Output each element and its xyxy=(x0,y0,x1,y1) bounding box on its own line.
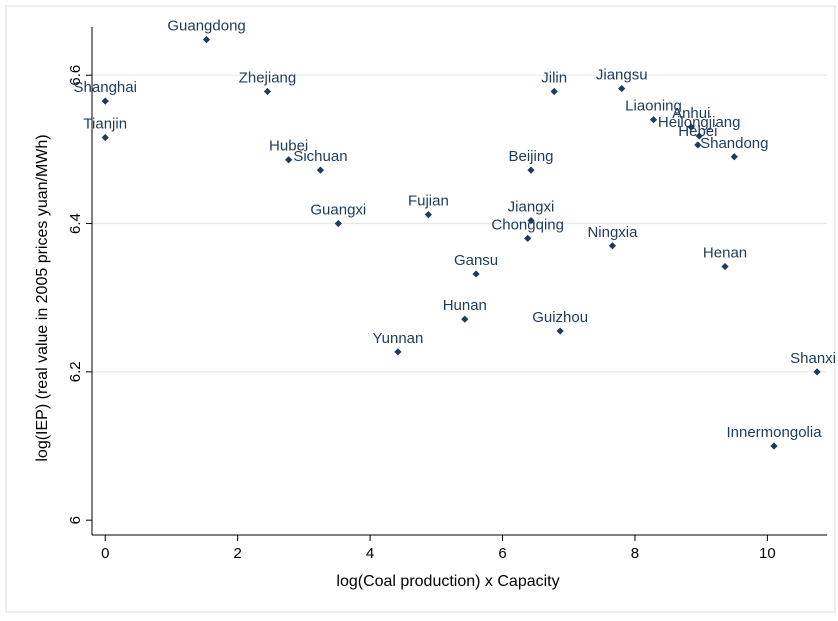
scatter-point xyxy=(101,97,109,105)
scatter-point xyxy=(101,133,109,142)
point-label: Fujian xyxy=(408,193,449,210)
point-label: Shanxi xyxy=(790,350,836,367)
scatter-point xyxy=(608,242,617,250)
point-label: Jilin xyxy=(541,70,567,87)
point-label: Shanghai xyxy=(74,79,137,96)
x-tick-label: 6 xyxy=(498,545,506,562)
scatter-point xyxy=(694,141,702,149)
point-label: Hubei xyxy=(269,138,308,155)
x-axis-title: log(Coal production) x Capacity xyxy=(336,573,559,590)
point-label: Shandong xyxy=(700,135,768,152)
point-label: Guizhou xyxy=(532,309,588,326)
tick-marks: 6 6.2 6.4 6.6 0 2 4 6 8 10 xyxy=(67,65,776,562)
scatter-point xyxy=(524,234,532,242)
y-tick-label: 6.6 xyxy=(67,65,84,86)
point-label: Yunnan xyxy=(372,330,423,347)
x-tick-label: 4 xyxy=(366,545,374,562)
point-label: Zhejiang xyxy=(239,70,297,87)
scatter-point xyxy=(461,315,469,323)
point-label: Jiangxi xyxy=(508,199,555,216)
scatter-point xyxy=(285,156,293,164)
scatter-point xyxy=(527,216,535,225)
scatter-point xyxy=(687,123,695,131)
point-label: Liaoning xyxy=(625,98,682,115)
scatter-point xyxy=(813,368,821,376)
chart-frame xyxy=(5,5,836,613)
point-label: Henan xyxy=(703,245,747,262)
y-axis-title: log(IEP) (real value in 2005 prices yuan… xyxy=(34,134,51,461)
x-tick-label: 2 xyxy=(234,545,242,562)
axes xyxy=(91,27,827,536)
scatter-point xyxy=(527,166,535,174)
scatter-point xyxy=(394,348,402,356)
scatter-point xyxy=(334,219,342,228)
scatter-point xyxy=(556,327,564,335)
y-tick-label: 6.4 xyxy=(67,213,84,234)
x-tick-label: 10 xyxy=(759,545,776,562)
scatter-point xyxy=(263,87,272,96)
scatter-point xyxy=(316,166,325,174)
scatter-point xyxy=(202,36,211,44)
grid-lines xyxy=(92,74,827,373)
point-label: Heilongjiang xyxy=(658,114,741,131)
scatter-point xyxy=(770,442,778,450)
scatter-point xyxy=(730,153,738,161)
y-tick-label: 6.2 xyxy=(67,361,84,382)
x-tick-label: 8 xyxy=(631,545,639,562)
x-tick-label: 0 xyxy=(101,545,109,562)
scatter-point xyxy=(472,270,480,278)
point-label: Gansu xyxy=(454,252,498,269)
scatter-point xyxy=(649,116,658,124)
point-label: Hunan xyxy=(443,297,487,314)
scatter-point xyxy=(424,211,432,219)
point-label: Guangdong xyxy=(167,18,245,35)
y-tick-label: 6 xyxy=(67,516,84,524)
scatter-point xyxy=(695,132,703,140)
scatter-point xyxy=(618,84,626,93)
scatter-point xyxy=(550,87,558,96)
point-label: Chongqing xyxy=(491,216,564,233)
point-label: Ningxia xyxy=(587,224,638,241)
point-label: Tianjin xyxy=(83,115,127,132)
point-label: Innermongolia xyxy=(726,424,822,441)
point-label: Guangxi xyxy=(310,202,366,219)
point-label: Hebei xyxy=(678,123,717,140)
point-label: Beijing xyxy=(508,148,553,165)
point-label: Anhui xyxy=(672,105,710,122)
scatter-point xyxy=(721,262,729,271)
point-label: Jiangsu xyxy=(596,67,648,84)
data-points: Guangdong Shanghai Tianjin Zhejiang HubeiSic… xyxy=(74,18,836,450)
point-label: Sichuan xyxy=(293,148,347,165)
